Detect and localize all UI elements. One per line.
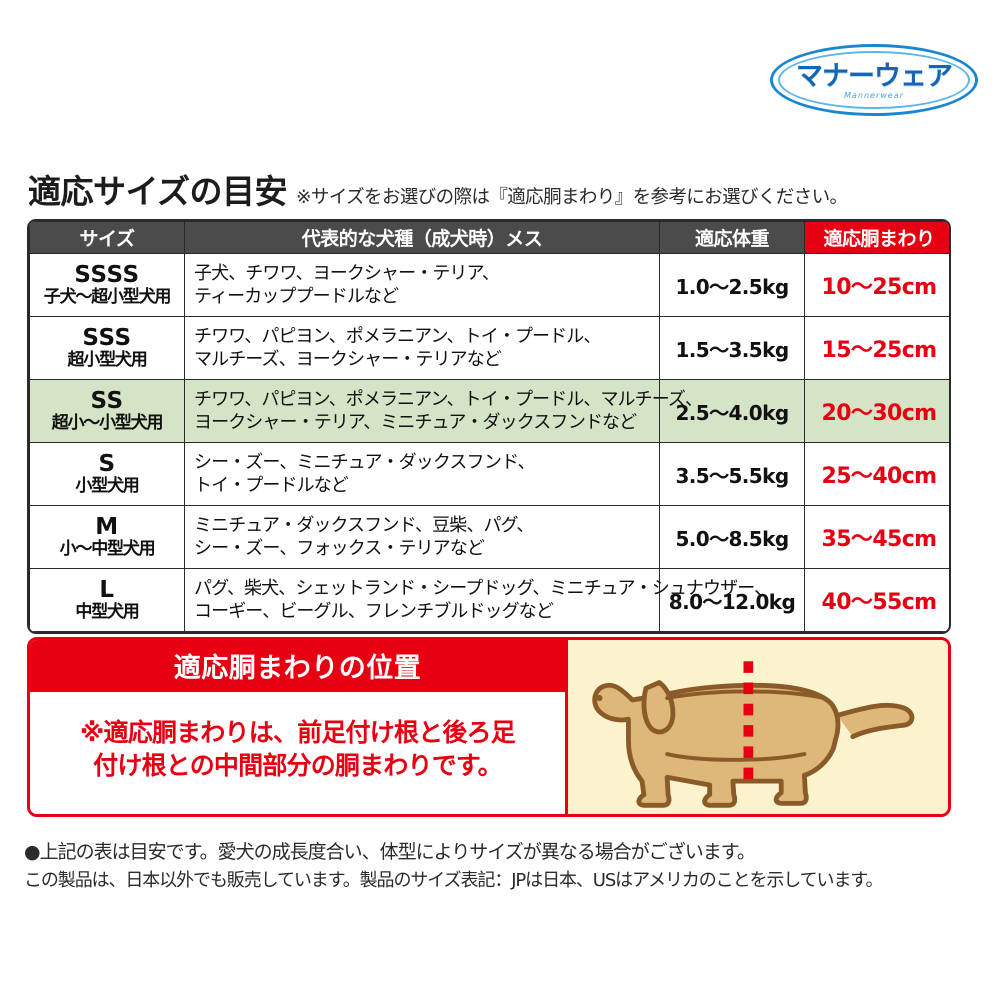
table-row: SS 超小〜小型犬用 チワワ、パピヨン、ポメラニアン、トイ・プードル、マルチーズ、ヨ… — [29, 379, 949, 443]
cell-size: S 小型犬用 — [29, 442, 185, 506]
table-header-row: サイズ 代表的な犬種（成犬時）メス 適応体重 適応胴まわり — [29, 221, 949, 254]
cell-breeds: パグ、柴犬、シェットランド・シープドッグ、ミニチュア・シュナウザー、 コーギー、ビ… — [184, 568, 772, 632]
cell-size: M 小〜中型犬用 — [29, 505, 185, 569]
size-code: M — [95, 513, 119, 540]
footer-note-1: ●上記の表は目安です。愛犬の成長度合い、体型によりサイズが異なる場合がございます… — [24, 841, 756, 863]
brand-logo: マナーウェア Mannerwear — [770, 44, 978, 116]
size-description: 超小〜小型犬用 — [51, 413, 164, 434]
breed-line-1: チワワ、パピヨン、ポメラニアン、トイ・プードル、 — [194, 325, 601, 347]
cell-breeds: ミニチュア・ダックスフンド、豆柴、パグ、 シー・ズー、フォックス・テリアなど — [184, 505, 660, 569]
table-row: L 中型犬用 パグ、柴犬、シェットランド・シープドッグ、ミニチュア・シュナウザー、コ… — [29, 568, 949, 632]
size-description: 超小型犬用 — [67, 350, 148, 371]
breed-line-2: シー・ズー、フォックス・テリアなど — [194, 538, 485, 559]
table-row: S 小型犬用 シー・ズー、ミニチュア・ダックスフンド、 トイ・プードルなど 3.5〜5.… — [29, 442, 949, 506]
size-code: SS — [90, 387, 124, 414]
size-code: SSSS — [74, 261, 140, 288]
breed-line-1: 子犬、チワワ、ヨークシャー・テリア、 — [194, 262, 500, 284]
size-code: S — [98, 450, 116, 477]
table-row: SSSS 子犬〜超小型犬用 子犬、チワワ、ヨークシャー・テリア、 ティーカッププードル… — [29, 253, 949, 317]
breed-line-1: チワワ、パピヨン、ポメラニアン、トイ・プードル、マルチーズ、 — [194, 388, 703, 410]
cell-weight: 5.0〜8.5kg — [659, 505, 805, 569]
table-row: M 小〜中型犬用 ミニチュア・ダックスフンド、豆柴、パグ、 シー・ズー、フォックス・テ… — [29, 505, 949, 569]
dachshund-illustration-icon — [592, 661, 915, 808]
size-description: 小〜中型犬用 — [59, 539, 156, 560]
cell-belly: 25〜40cm — [804, 442, 949, 506]
size-description: 子犬〜超小型犬用 — [43, 287, 172, 308]
cell-weight: 2.5〜4.0kg — [659, 379, 805, 443]
cell-belly: 15〜25cm — [804, 316, 949, 380]
cell-breeds: 子犬、チワワ、ヨークシャー・テリア、 ティーカッププードルなど — [184, 253, 660, 317]
table-row: SSS 超小型犬用 チワワ、パピヨン、ポメラニアン、トイ・プードル、 マルチーズ、ヨー… — [29, 316, 949, 380]
cell-size: SSSS 子犬〜超小型犬用 — [29, 253, 185, 317]
logo-main-text: マナーウェア — [796, 60, 953, 92]
info-body-line-1: ※適応胴まわりは、前足付け根と後ろ足 — [80, 718, 516, 747]
footer-note-2: この製品は、日本以外でも販売しています。製品のサイズ表記：JPは日本、USはアメ… — [24, 870, 883, 892]
cell-belly: 10〜25cm — [804, 253, 949, 317]
page-title-note: ※サイズをお選びの際は『適応胴まわり』を参考にお選びください。 — [296, 187, 848, 208]
cell-breeds: シー・ズー、ミニチュア・ダックスフンド、 トイ・プードルなど — [184, 442, 660, 506]
column-header-weight: 適応体重 — [659, 221, 805, 254]
size-table-container: サイズ 代表的な犬種（成犬時）メス 適応体重 適応胴まわり SSSS 子犬〜超小型… — [27, 219, 951, 634]
size-table: サイズ 代表的な犬種（成犬時）メス 適応体重 適応胴まわり SSSS 子犬〜超小型… — [29, 221, 949, 632]
size-code: SSS — [82, 324, 132, 351]
cell-size: L 中型犬用 — [29, 568, 185, 632]
belly-position-info-panel: 適応胴まわりの位置 ※適応胴まわりは、前足付け根と後ろ足 付け根との中間部分の胴… — [27, 637, 951, 817]
info-panel-header: 適応胴まわりの位置 — [30, 640, 565, 692]
info-body-line-2: 付け根との中間部分の胴まわりです。 — [93, 751, 502, 780]
breed-line-2: ヨークシャー・テリア、ミニチュア・ダックスフンドなど — [194, 412, 637, 433]
column-header-size: サイズ — [29, 221, 185, 254]
info-panel-body: ※適応胴まわりは、前足付け根と後ろ足 付け根との中間部分の胴まわりです。 — [30, 692, 565, 814]
breed-line-1: パグ、柴犬、シェットランド・シープドッグ、ミニチュア・シュナウザー、 — [194, 577, 772, 599]
cell-weight: 8.0〜12.0kg — [659, 568, 805, 632]
footer-notes: ●上記の表は目安です。愛犬の成長度合い、体型によりサイズが異なる場合がございます… — [24, 838, 976, 895]
logo-sub-text: Mannerwear — [844, 90, 904, 100]
table-body: SSSS 子犬〜超小型犬用 子犬、チワワ、ヨークシャー・テリア、 ティーカッププードル… — [29, 253, 949, 632]
cell-belly: 20〜30cm — [804, 379, 949, 443]
breed-line-2: ティーカッププードルなど — [194, 286, 399, 307]
cell-size: SSS 超小型犬用 — [29, 316, 185, 380]
cell-belly: 40〜55cm — [804, 568, 949, 632]
cell-weight: 1.5〜3.5kg — [659, 316, 805, 380]
size-code: L — [99, 576, 115, 603]
cell-weight: 3.5〜5.5kg — [659, 442, 805, 506]
size-description: 小型犬用 — [75, 476, 139, 497]
cell-belly: 35〜45cm — [804, 505, 949, 569]
breed-line-1: ミニチュア・ダックスフンド、豆柴、パグ、 — [194, 514, 534, 536]
cell-breeds: チワワ、パピヨン、ポメラニアン、トイ・プードル、マルチーズ、ヨークシャー・テリア… — [184, 379, 703, 443]
cell-weight: 1.0〜2.5kg — [659, 253, 805, 317]
table-header: サイズ 代表的な犬種（成犬時）メス 適応体重 適応胴まわり — [29, 221, 949, 254]
breed-line-1: シー・ズー、ミニチュア・ダックスフンド、 — [194, 451, 535, 473]
column-header-belly: 適応胴まわり — [804, 221, 949, 254]
breed-line-2: トイ・プードルなど — [194, 475, 349, 496]
logo-badge: マナーウェア Mannerwear — [770, 44, 978, 116]
page-title: 適応サイズの目安 — [28, 172, 288, 211]
dog-illustration-area — [568, 640, 948, 814]
size-description: 中型犬用 — [75, 602, 139, 623]
title-row: 適応サイズの目安 ※サイズをお選びの際は『適応胴まわり』を参考にお選びください。 — [28, 165, 972, 213]
column-header-breeds: 代表的な犬種（成犬時）メス — [184, 221, 660, 254]
info-panel-text-side: 適応胴まわりの位置 ※適応胴まわりは、前足付け根と後ろ足 付け根との中間部分の胴… — [30, 640, 568, 814]
breed-line-2: コーギー、ビーグル、フレンチブルドッグなど — [194, 601, 554, 622]
cell-breeds: チワワ、パピヨン、ポメラニアン、トイ・プードル、マルチーズ、ヨークシャー・テリア… — [184, 316, 660, 380]
breed-line-2: マルチーズ、ヨークシャー・テリアなど — [194, 349, 502, 370]
cell-size: SS 超小〜小型犬用 — [29, 379, 185, 443]
